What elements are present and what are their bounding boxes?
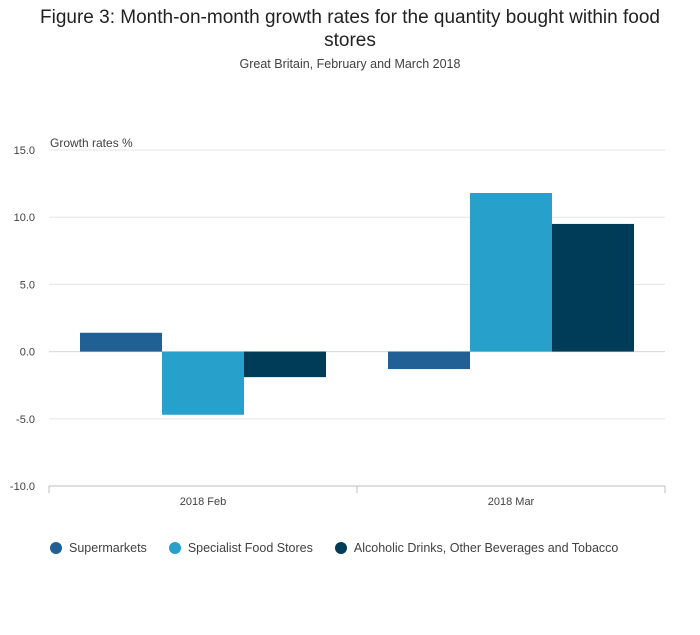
bar bbox=[80, 332, 162, 352]
legend-label: Supermarkets bbox=[69, 541, 147, 555]
legend: Supermarkets Specialist Food Stores Alcoho… bbox=[50, 541, 640, 555]
y-tick-label: -10.0 bbox=[10, 481, 35, 493]
bar bbox=[244, 351, 326, 378]
y-tick-label: 0.0 bbox=[20, 347, 35, 359]
y-axis-label: Growth rates % bbox=[50, 136, 133, 150]
legend-item: Specialist Food Stores bbox=[168, 541, 313, 555]
legend-swatch bbox=[334, 542, 347, 554]
chart-subtitle: Great Britain, February and March 2018 bbox=[239, 57, 461, 71]
bar bbox=[162, 351, 244, 415]
legend-swatch bbox=[168, 542, 181, 554]
x-tick-label: 2018 Feb bbox=[180, 496, 226, 508]
bar bbox=[552, 223, 634, 352]
y-tick-label: 15.0 bbox=[14, 145, 35, 157]
axes: 15.0 10.0 5.0 0.0 -5.0 -10.0 2018 Feb 2018 Mar bbox=[10, 145, 666, 508]
bar bbox=[470, 193, 552, 352]
legend-item: Alcoholic Drinks, Other Beverages and To… bbox=[334, 541, 619, 555]
legend-label: Specialist Food Stores bbox=[187, 541, 313, 555]
y-tick-label: -5.0 bbox=[16, 414, 35, 426]
legend-label: Alcoholic Drinks, Other Beverages and To… bbox=[353, 541, 619, 555]
legend-swatch bbox=[50, 542, 62, 554]
legend-item: Supermarkets bbox=[50, 541, 147, 555]
bar bbox=[388, 351, 470, 370]
x-tick-label: 2018 Mar bbox=[488, 496, 535, 508]
bars bbox=[80, 193, 634, 415]
chart-title: Figure 3: Month-on-month growth rates fo… bbox=[40, 7, 660, 51]
y-tick-label: 10.0 bbox=[14, 212, 35, 224]
y-tick-label: 5.0 bbox=[20, 279, 35, 291]
